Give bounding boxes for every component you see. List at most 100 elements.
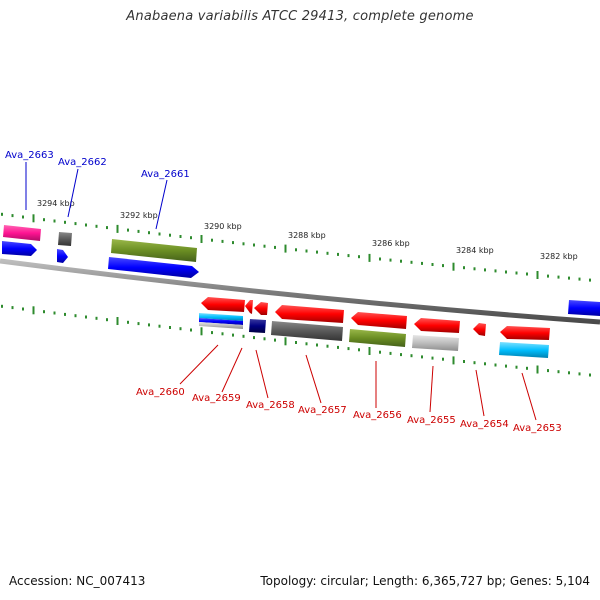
lower-tick-29	[305, 342, 308, 346]
lower-tick-27	[284, 337, 287, 346]
upper-tick-18	[190, 236, 192, 240]
callout-ava-2658	[255, 349, 269, 399]
upper-tick-10	[106, 226, 108, 230]
upper-tick-17	[179, 235, 182, 238]
gene-label-ava-2659[interactable]: Ava_2659	[192, 393, 241, 404]
gene-arrow-red-3[interactable]	[254, 302, 268, 315]
gene-label-ava-2656[interactable]: Ava_2656	[353, 410, 402, 421]
lower-tick-43	[452, 356, 455, 365]
upper-tick-track	[1, 212, 591, 282]
gene-block-darkgray-long[interactable]	[271, 321, 343, 341]
upper-tick-12	[127, 228, 129, 232]
upper-tick-54	[568, 276, 570, 280]
gene-block-darkgray-small[interactable]	[58, 232, 72, 246]
scale-label-3284: 3284 kbp	[456, 246, 494, 255]
gene-block-lightgray[interactable]	[412, 335, 459, 351]
upper-tick-41	[431, 263, 434, 266]
upper-tick-25	[263, 244, 266, 248]
gene-block-gray-thin[interactable]	[199, 322, 243, 329]
upper-tick-38	[400, 259, 402, 263]
genome-summary-text: Topology: circular; Length: 6,365,727 bp…	[260, 574, 590, 588]
lower-tick-30	[316, 343, 318, 347]
gene-arrow-blue-3[interactable]	[108, 257, 199, 278]
gene-label-ava-2658[interactable]: Ava_2658	[246, 400, 295, 411]
upper-tick-52	[547, 274, 549, 278]
lower-tick-26	[274, 338, 276, 342]
gene-label-ava-2663[interactable]: Ava_2663	[5, 150, 54, 161]
upper-tick-29	[305, 249, 308, 253]
lower-tick-13	[137, 322, 140, 326]
lower-tick-54	[568, 371, 570, 375]
upper-tick-27	[284, 244, 287, 253]
gene-block-cyan-large[interactable]	[499, 342, 549, 358]
gene-arrow-red-7[interactable]	[473, 323, 486, 336]
scale-label-3294: 3294 kbp	[37, 199, 75, 208]
gene-arrow-red-1[interactable]	[201, 297, 245, 312]
lower-tick-55	[578, 372, 581, 376]
gene-block-pink[interactable]	[3, 225, 41, 241]
gene-arrow-blue-2[interactable]	[57, 249, 68, 263]
lower-tick-1	[11, 306, 14, 310]
gene-arrow-blue-1[interactable]	[2, 241, 37, 256]
upper-tick-34	[358, 255, 360, 259]
lower-tick-36	[379, 350, 381, 354]
lower-tick-3	[32, 306, 35, 315]
lower-tick-22	[232, 333, 234, 337]
upper-tick-45	[473, 267, 476, 271]
lower-tick-23	[242, 334, 245, 338]
gene-label-ava-2657[interactable]: Ava_2657	[298, 405, 347, 416]
lower-tick-12	[127, 320, 129, 324]
upper-tick-26	[274, 245, 276, 249]
lower-tick-28	[295, 341, 297, 344]
upper-tick-28	[295, 248, 297, 252]
lower-tick-35	[368, 347, 371, 355]
upper-tick-24	[253, 243, 255, 247]
upper-tick-0	[1, 212, 3, 216]
gene-arrow-red-6[interactable]	[414, 318, 460, 333]
lower-tick-10	[106, 318, 108, 322]
scale-label-3286: 3286 kbp	[372, 239, 410, 248]
gene-block-blue-thin[interactable]	[199, 318, 243, 325]
upper-tick-5	[53, 219, 56, 223]
upper-tick-23	[242, 242, 245, 246]
forward-gene-labels: Ava_2663 Ava_2662 Ava_2661	[5, 150, 190, 180]
reverse-strand-features	[199, 297, 550, 358]
gene-label-ava-2662[interactable]: Ava_2662	[58, 157, 107, 168]
lower-tick-21	[221, 332, 224, 336]
gene-arrow-blue-edge[interactable]	[568, 300, 600, 316]
gene-arrow-red-2[interactable]	[245, 300, 253, 314]
lower-tick-37	[389, 351, 392, 355]
gene-block-cyan-small[interactable]	[199, 313, 243, 321]
gene-label-ava-2655[interactable]: Ava_2655	[407, 415, 456, 426]
lower-tick-2	[22, 307, 24, 311]
lower-tick-45	[473, 361, 476, 365]
upper-tick-14	[148, 231, 150, 235]
gene-block-olive[interactable]	[349, 329, 406, 347]
scale-labels: 3294 kbp 3292 kbp 3290 kbp 3288 kbp 3286…	[37, 199, 578, 261]
upper-tick-37	[389, 258, 392, 262]
gene-label-ava-2661[interactable]: Ava_2661	[141, 169, 190, 180]
gene-arrow-red-5[interactable]	[351, 312, 407, 329]
gene-block-olive-long[interactable]	[111, 239, 197, 262]
gene-arrow-red-8[interactable]	[500, 326, 550, 340]
upper-tick-35	[368, 253, 371, 262]
callout-ava-2661	[155, 179, 168, 230]
lower-tick-7	[74, 314, 77, 318]
lower-tick-48	[505, 364, 507, 368]
lower-tick-0	[1, 304, 3, 308]
upper-tick-43	[452, 262, 455, 271]
lower-tick-24	[253, 336, 255, 340]
lower-tick-34	[358, 348, 360, 352]
gene-label-ava-2660[interactable]: Ava_2660	[136, 387, 185, 398]
upper-tick-7	[74, 222, 77, 226]
gene-block-navy[interactable]	[249, 319, 266, 333]
lower-tick-32	[337, 345, 339, 349]
upper-tick-36	[379, 257, 381, 261]
gene-label-ava-2654[interactable]: Ava_2654	[460, 419, 509, 430]
gene-arrow-red-4[interactable]	[275, 305, 344, 323]
lower-tick-9	[95, 316, 98, 320]
scale-label-3288: 3288 kbp	[288, 231, 326, 240]
callout-ava-2660	[179, 344, 219, 385]
gene-label-ava-2653[interactable]: Ava_2653	[513, 423, 562, 434]
